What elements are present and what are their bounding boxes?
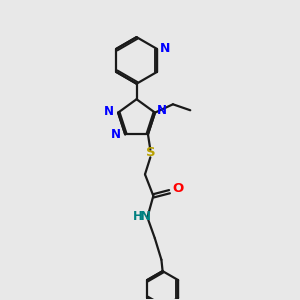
Text: S: S [146,146,155,159]
Text: N: N [104,105,114,118]
Text: N: N [160,42,171,55]
Text: N: N [140,210,151,223]
Text: H: H [133,210,143,223]
Text: N: N [157,104,167,117]
Text: N: N [111,128,121,141]
Text: O: O [173,182,184,196]
